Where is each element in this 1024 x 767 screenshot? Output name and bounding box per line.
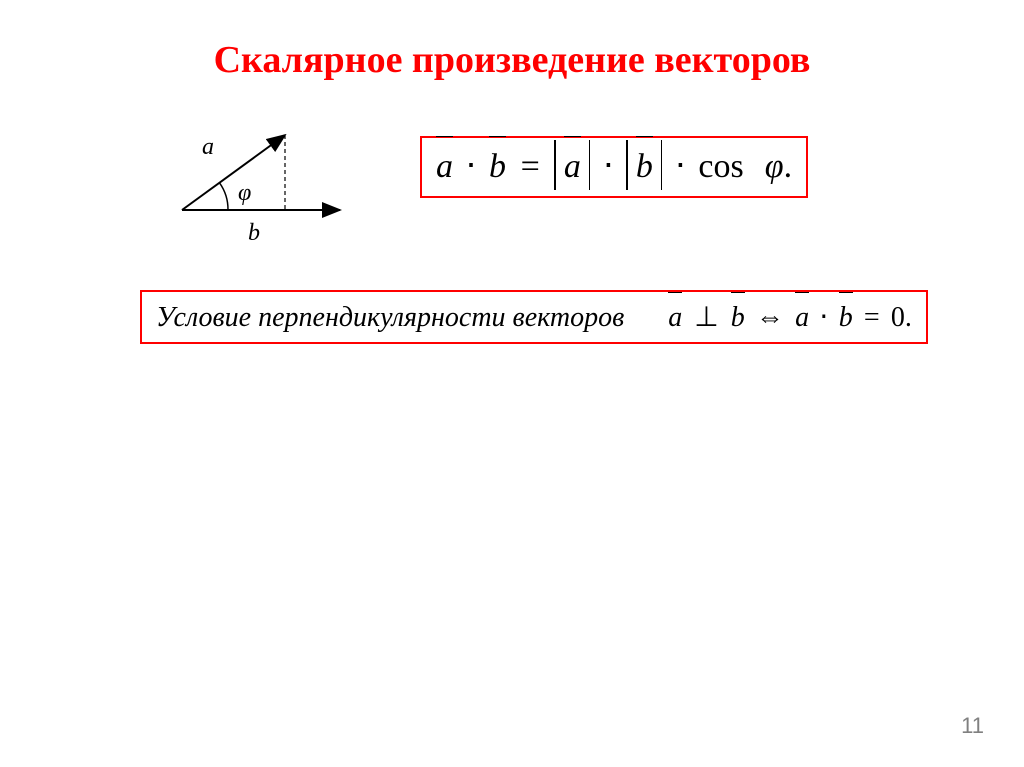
angle-phi-label: φ <box>238 180 251 207</box>
page-number: 11 <box>961 713 984 739</box>
vector-b-label: b <box>248 220 260 247</box>
slide-title: Скалярное произведение векторов <box>0 38 1024 82</box>
condition-text: Условие перпендикулярности векторов <box>156 302 624 333</box>
vector-a-label: a <box>202 134 214 161</box>
vector-diagram: a φ b <box>170 120 370 250</box>
dot-product-formula: a ⋅ b = a ⋅ b ⋅ cos φ. <box>420 136 808 198</box>
perpendicularity-condition: Условие перпендикулярности векторов a ⊥ … <box>140 290 928 344</box>
